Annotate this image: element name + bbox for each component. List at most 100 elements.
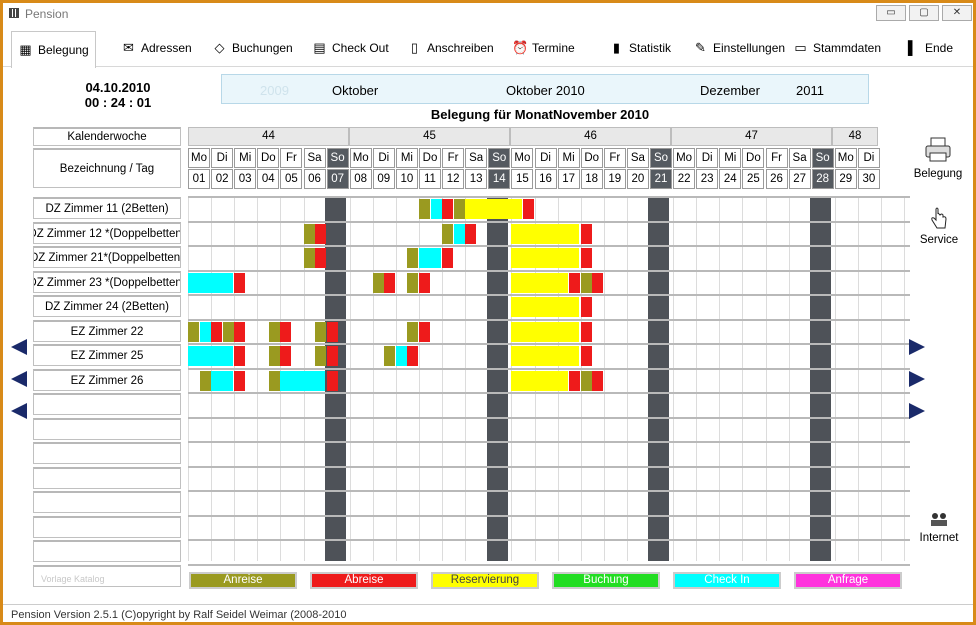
room-label[interactable]: DZ Zimmer 23 *(Doppelbetten) (33, 271, 181, 293)
booking-anreise[interactable] (269, 322, 280, 342)
booking-abreise[interactable] (327, 371, 338, 391)
booking-abreise[interactable] (581, 224, 592, 244)
booking-anreise[interactable] (200, 371, 211, 391)
booking-abreise[interactable] (234, 322, 245, 342)
prev-month-button[interactable]: Oktober (332, 83, 379, 98)
booking-reservierung[interactable] (511, 224, 579, 244)
booking-checkin[interactable] (419, 248, 441, 268)
booking-abreise[interactable] (569, 371, 580, 391)
booking-anreise[interactable] (304, 248, 315, 268)
room-label[interactable] (33, 393, 181, 415)
scroll-right-arrow-2[interactable] (909, 371, 925, 387)
booking-anreise[interactable] (581, 371, 592, 391)
room-label[interactable]: EZ Zimmer 25 (33, 344, 181, 366)
toolbar-check-out-button[interactable]: ▤ Check Out (306, 31, 395, 65)
booking-anreise[interactable] (384, 346, 395, 366)
booking-abreise[interactable] (592, 273, 603, 293)
room-label[interactable] (33, 467, 181, 489)
toolbar-anschreiben-button[interactable]: ▯ Anschreiben (401, 31, 500, 65)
booking-checkin[interactable] (454, 224, 465, 244)
next-year-button[interactable]: 2011 (796, 83, 824, 98)
booking-reservierung[interactable] (511, 346, 579, 366)
room-label[interactable]: DZ Zimmer 21*(Doppelbetten) (33, 246, 181, 268)
booking-abreise[interactable] (315, 248, 326, 268)
toolbar-belegung-button[interactable]: ▦ Belegung (11, 31, 96, 68)
booking-abreise[interactable] (581, 322, 592, 342)
room-label[interactable]: DZ Zimmer 24 (2Betten) (33, 295, 181, 317)
room-label[interactable] (33, 418, 181, 440)
belegung-side-button[interactable]: Belegung (908, 135, 968, 180)
service-side-button[interactable]: Service (909, 207, 969, 246)
booking-reservierung[interactable] (511, 371, 568, 391)
scroll-right-arrow-1[interactable] (909, 339, 925, 355)
booking-abreise[interactable] (234, 273, 245, 293)
scroll-left-arrow-1[interactable] (11, 339, 27, 355)
maximize-button[interactable]: ▢ (909, 5, 939, 21)
booking-abreise[interactable] (419, 322, 430, 342)
toolbar-einstellungen-button[interactable]: ✎ Einstellungen (687, 31, 791, 65)
room-label[interactable] (33, 516, 181, 538)
booking-abreise[interactable] (581, 297, 592, 317)
booking-reservierung[interactable] (511, 322, 579, 342)
booking-abreise[interactable] (581, 248, 592, 268)
booking-reservierung[interactable] (511, 297, 579, 317)
booking-anreise[interactable] (454, 199, 465, 219)
booking-anreise[interactable] (304, 224, 315, 244)
room-label[interactable]: DZ Zimmer 12 *(Doppelbetten) (33, 222, 181, 244)
booking-checkin[interactable] (396, 346, 407, 366)
booking-abreise[interactable] (234, 346, 245, 366)
booking-anreise[interactable] (315, 346, 326, 366)
scroll-right-arrow-3[interactable] (909, 403, 925, 419)
scroll-left-arrow-2[interactable] (11, 371, 27, 387)
booking-abreise[interactable] (465, 224, 476, 244)
room-label[interactable] (33, 540, 181, 562)
booking-anreise[interactable] (188, 322, 199, 342)
booking-anreise[interactable] (419, 199, 430, 219)
toolbar-adressen-button[interactable]: ✉ Adressen (115, 31, 198, 65)
booking-anreise[interactable] (581, 273, 592, 293)
internet-side-button[interactable]: Internet (909, 511, 969, 544)
booking-reservierung[interactable] (465, 199, 522, 219)
booking-checkin[interactable] (200, 322, 211, 342)
prev-year-button[interactable]: 2009 (260, 83, 289, 98)
booking-abreise[interactable] (407, 346, 418, 366)
booking-checkin[interactable] (188, 346, 233, 366)
booking-abreise[interactable] (419, 273, 430, 293)
booking-abreise[interactable] (581, 346, 592, 366)
booking-abreise[interactable] (569, 273, 580, 293)
toolbar-buchungen-button[interactable]: ◇ Buchungen (206, 31, 299, 65)
booking-abreise[interactable] (523, 199, 534, 219)
room-label[interactable] (33, 491, 181, 513)
booking-anreise[interactable] (442, 224, 453, 244)
booking-abreise[interactable] (280, 346, 291, 366)
booking-abreise[interactable] (234, 371, 245, 391)
booking-abreise[interactable] (384, 273, 395, 293)
booking-abreise[interactable] (327, 322, 338, 342)
booking-checkin[interactable] (211, 371, 233, 391)
booking-checkin[interactable] (188, 273, 233, 293)
room-label[interactable]: EZ Zimmer 26 (33, 369, 181, 391)
booking-abreise[interactable] (442, 248, 453, 268)
room-label[interactable]: EZ Zimmer 22 (33, 320, 181, 342)
toolbar-ende-button[interactable]: ▌ Ende (899, 31, 959, 65)
booking-abreise[interactable] (327, 346, 338, 366)
booking-abreise[interactable] (315, 224, 326, 244)
booking-reservierung[interactable] (511, 273, 568, 293)
booking-checkin[interactable] (280, 371, 325, 391)
room-label[interactable] (33, 565, 181, 587)
booking-anreise[interactable] (223, 322, 234, 342)
booking-anreise[interactable] (315, 322, 326, 342)
booking-anreise[interactable] (407, 248, 418, 268)
scroll-left-arrow-3[interactable] (11, 403, 27, 419)
next-month-button[interactable]: Dezember (700, 83, 760, 98)
booking-abreise[interactable] (280, 322, 291, 342)
booking-checkin[interactable] (431, 199, 442, 219)
minimize-button[interactable]: ▭ (876, 5, 906, 21)
booking-anreise[interactable] (407, 322, 418, 342)
booking-abreise[interactable] (211, 322, 222, 342)
booking-anreise[interactable] (407, 273, 418, 293)
toolbar-statistik-button[interactable]: ▮ Statistik (603, 31, 677, 65)
booking-abreise[interactable] (592, 371, 603, 391)
booking-reservierung[interactable] (511, 248, 579, 268)
booking-anreise[interactable] (269, 371, 280, 391)
